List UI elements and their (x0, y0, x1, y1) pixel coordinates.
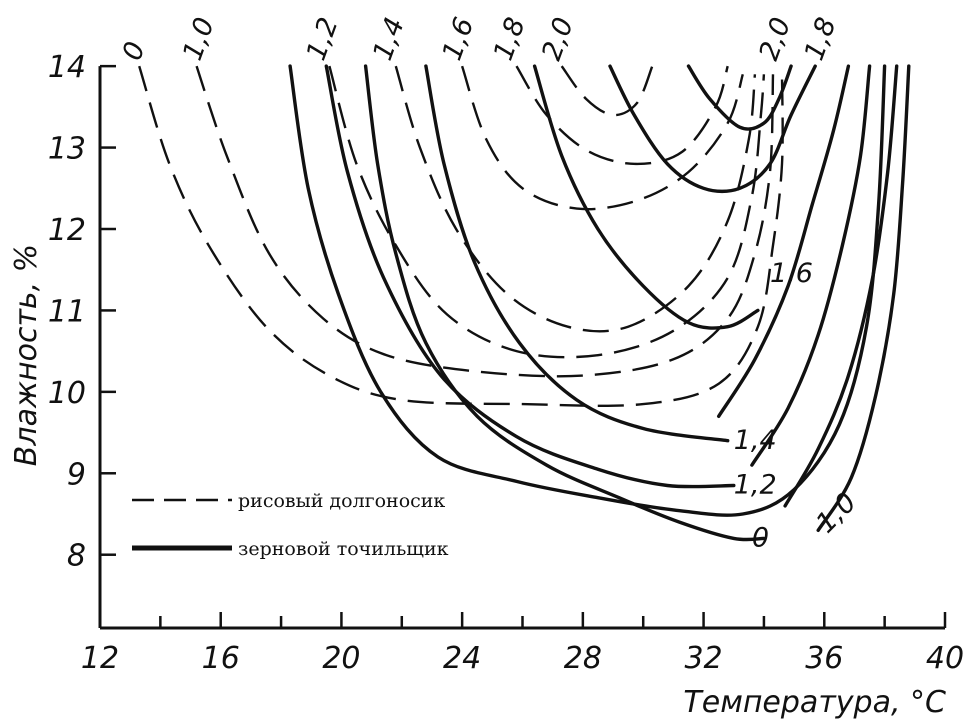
curves (138, 64, 911, 542)
x-tick-label: 36 (805, 641, 843, 676)
dashed-curve-6 (560, 65, 654, 117)
x-tick-label: 24 (443, 641, 481, 676)
curve-labels: 0 1,0 1,2 1,4 1,6 1,8 2,0 2,0 1,81,61,41,20 1,0 (117, 14, 863, 554)
curve-label-10: 1,4 (734, 425, 777, 456)
dashed-curve-1 (195, 65, 775, 378)
curve-label-6: 2,0 (536, 14, 580, 65)
solid-curve-11 (608, 64, 817, 194)
legend-label-solid: зерновой точильщик (238, 538, 449, 560)
solid-curve-15 (783, 64, 899, 508)
y-axis-title: Влажность, % (9, 244, 44, 466)
solid-curve-7 (363, 64, 766, 542)
curve-label-4: 1,6 (437, 14, 481, 65)
solid-curve-16 (750, 64, 872, 467)
y-tick-label: 11 (48, 294, 86, 329)
curve-label-0: 0 (117, 38, 152, 65)
curve-label-9: 1,6 (770, 258, 813, 289)
solid-curve-9 (424, 64, 730, 443)
solid-curve-17 (717, 64, 851, 418)
axes: 12 16 20 24 28 32 36 40 8 9 10 11 12 13 14 (48, 50, 964, 676)
curve-label-3: 1,4 (367, 14, 411, 65)
x-tick-label: 32 (684, 641, 722, 676)
legend: рисовый долгоносик зерновой точильщик (132, 490, 449, 560)
curve-label-1: 1,0 (177, 14, 221, 65)
x-tick-label: 16 (202, 641, 240, 676)
curve-label-2: 1,2 (301, 14, 345, 65)
y-tick-label: 10 (48, 376, 86, 411)
dashed-curve-3 (394, 65, 757, 333)
curve-label-5: 1,8 (488, 14, 532, 65)
x-axis-title: Температура, °С (683, 685, 946, 720)
solid-curve-14 (816, 64, 911, 532)
y-tick-label: 8 (67, 539, 86, 574)
y-tick-label: 14 (48, 50, 86, 85)
x-tick-label: 28 (564, 641, 602, 676)
y-tick-label: 9 (67, 457, 86, 492)
x-tick-label: 12 (81, 641, 119, 676)
y-tick-label: 13 (48, 132, 86, 167)
curve-label-8: 1,8 (799, 14, 843, 65)
legend-label-dashed: рисовый долгоносик (238, 490, 445, 512)
x-tick-label: 40 (926, 641, 964, 676)
solid-curve-13 (288, 64, 887, 517)
y-tick-label: 12 (48, 213, 86, 248)
solid-curve-12 (686, 64, 793, 131)
dashed-curve-4 (460, 65, 744, 211)
curve-label-11: 1,2 (734, 470, 777, 501)
curve-label-12: 0 (752, 523, 769, 554)
solid-curve-10 (532, 64, 760, 330)
curve-label-7: 2,0 (753, 14, 797, 65)
x-tick-label: 20 (322, 641, 360, 676)
solid-curve-8 (324, 64, 736, 489)
dashed-curve-0 (138, 65, 784, 407)
